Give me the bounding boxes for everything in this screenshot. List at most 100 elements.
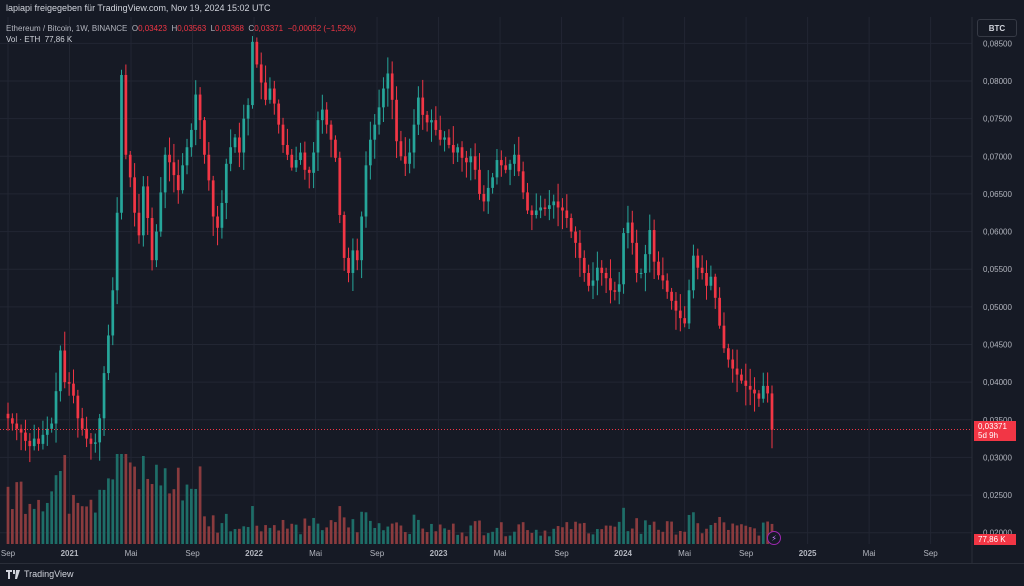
volume-bar [670,521,673,544]
volume-bar [630,528,634,544]
candle-body [59,350,62,392]
volume-bar [290,523,294,544]
price-axis-label: 0,05500 [983,265,1012,274]
volume-bar [342,517,346,544]
volume-bar [181,500,184,544]
candle-body [635,242,639,273]
volume-bar [596,529,599,544]
time-axis-label: Mai [125,549,138,558]
candle-body [41,434,45,444]
volume-bar [639,533,643,544]
volume-bar [722,522,726,544]
volume-bar [547,536,551,544]
volume-bar [150,484,154,544]
candle-body [447,137,451,145]
volume-bar [552,528,556,544]
candle-body [111,290,115,336]
volume-bar [360,511,363,544]
volume-bar [434,531,438,544]
compare-symbol-button[interactable]: BTC [977,19,1017,37]
candle-body [574,231,577,243]
open-value: 0,03423 [138,24,167,33]
volume-bar [665,521,669,544]
candle-body [644,254,647,273]
price-chart[interactable]: 0,02000 0,02500 0,03000 0,03500 0,04000 0,045… [0,17,1024,563]
candle-body [80,418,84,429]
candle-body [674,300,678,311]
bar-countdown: 5d 9h [978,431,999,441]
volume-bar [338,506,342,544]
high-value: 0,03563 [177,24,207,33]
candle-body [19,428,23,433]
candle-body [382,88,385,108]
volume-bar [312,517,315,544]
candle-body [622,233,625,285]
volume-bar [521,522,525,544]
candle-body [85,428,88,439]
candle-body [54,391,58,424]
candle-body [259,64,263,83]
candle-body [430,120,433,123]
volume-bar [281,519,285,544]
volume-bar [334,522,337,544]
candle-body [277,103,281,125]
candle-body [137,212,141,236]
candle-body [726,348,730,360]
volume-bar [460,532,464,544]
candle-body [465,157,468,163]
candle-body [251,41,254,106]
candle-body [735,368,739,375]
volume-bar [28,503,32,544]
volume-bar [325,527,329,544]
candle-body [482,193,486,202]
candle-body [744,380,748,386]
candle-body [543,207,547,209]
volume-bar [272,525,276,544]
candle-body [342,215,346,258]
candle-body [281,124,285,145]
volume-bar [15,482,19,544]
candle-body [373,124,377,140]
candle-body [613,290,617,292]
lightning-icon[interactable]: ⚡ [767,531,781,545]
volume-bar [347,527,350,544]
volume-bar [508,535,512,544]
candle-body [425,114,429,123]
candle-body [128,154,132,178]
candle-body [76,395,80,419]
candle-body [513,154,516,164]
volume-bar [373,527,377,544]
candle-body [661,275,665,281]
candle-body [569,218,573,232]
candle-body [63,350,67,383]
volume-bar [277,530,281,544]
volume-bar [561,527,564,544]
volume-bar [609,525,612,544]
candle-body [678,310,682,319]
candle-body [530,210,534,216]
volume-bar [486,533,490,544]
chart-area[interactable]: 0,02000 0,02500 0,03000 0,03500 0,04000 0,045… [0,17,1024,563]
last-price-value: 0,03371 [978,422,1007,432]
volume-bar [591,534,595,544]
volume-bar [417,519,420,544]
candle-body [155,231,158,261]
candle-body [303,152,307,170]
volume-bar [37,499,40,544]
volume-bar [674,534,678,544]
price-axis-label: 0,04000 [983,378,1012,387]
tradingview-brand[interactable]: TradingView [6,569,74,579]
brand-name: TradingView [24,569,74,579]
candle-body [417,97,420,125]
candle-body [207,154,211,181]
candle-body [609,278,612,291]
volume-bar [421,528,425,544]
volume-bar [731,523,735,544]
candle-body [556,201,560,208]
candle-body [469,156,473,163]
candle-body [325,109,329,125]
candle-body [596,267,599,281]
volume-bar [473,521,477,544]
candle-body [146,186,150,219]
candle-body [438,129,442,140]
